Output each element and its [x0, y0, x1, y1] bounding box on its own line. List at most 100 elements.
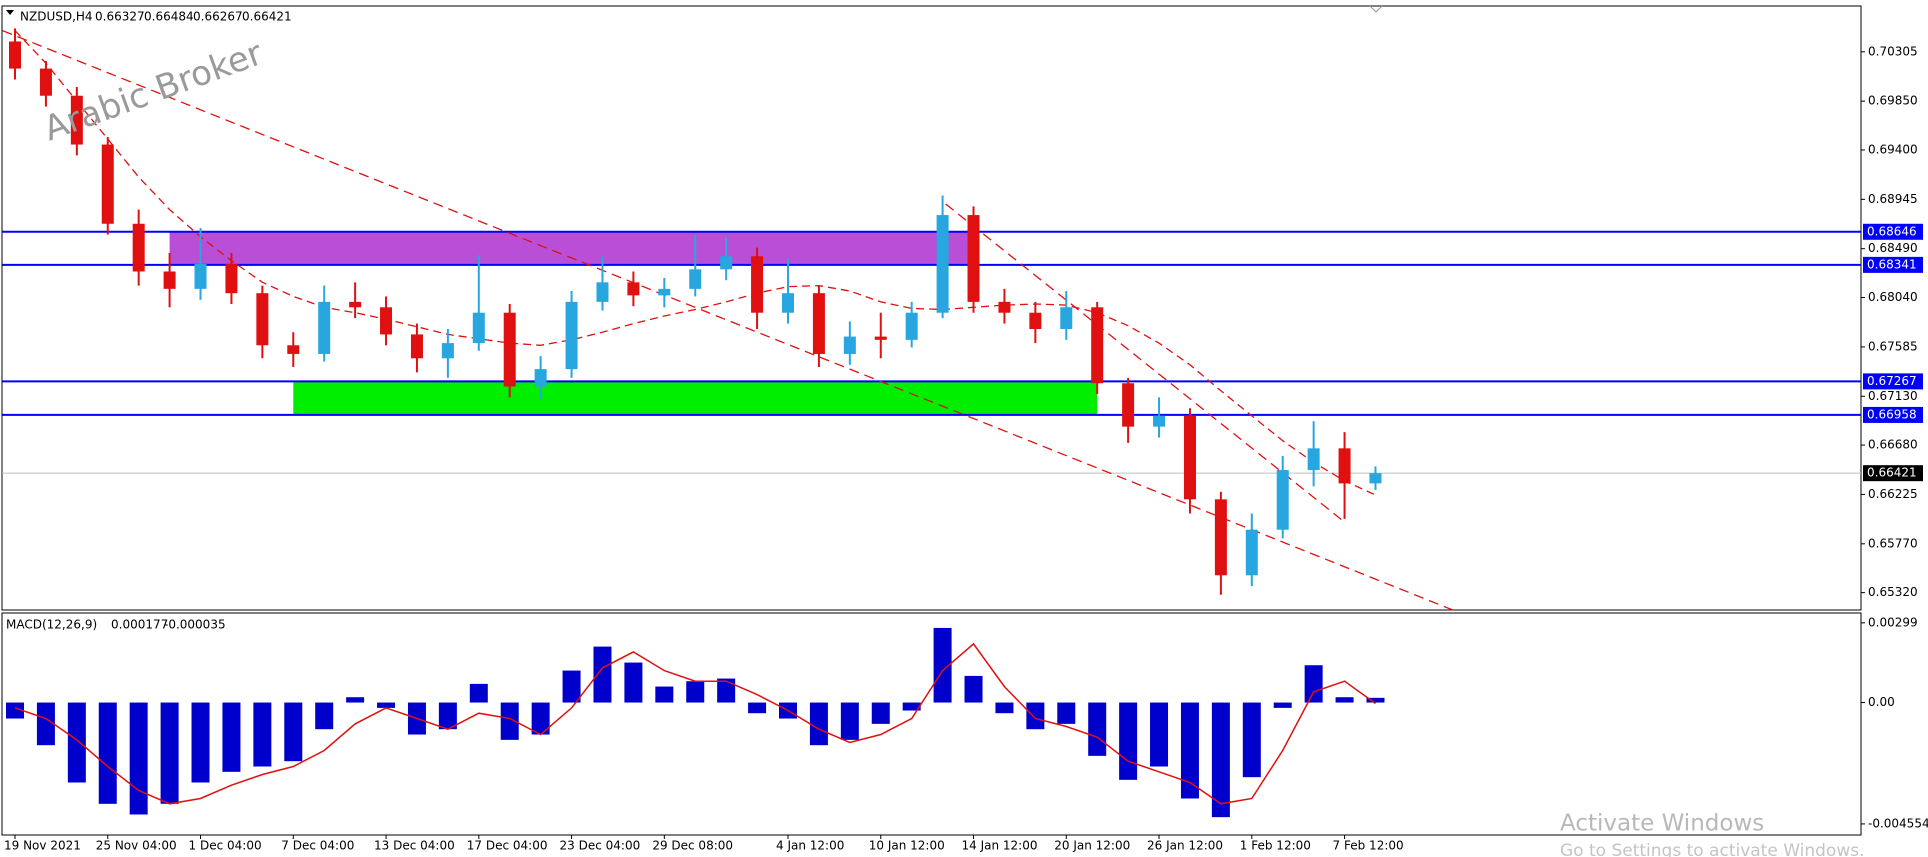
candle-body — [132, 223, 145, 272]
candle-body — [1122, 383, 1135, 427]
macd-bar — [1119, 702, 1138, 780]
scroll-marker — [1369, 5, 1383, 13]
y-tick-label: 0.65320 — [1868, 585, 1918, 599]
macd — [6, 627, 1385, 818]
macd-bar — [315, 702, 334, 730]
lines — [2, 30, 1861, 611]
level-label: 0.66958 — [1867, 407, 1917, 421]
candle-body — [565, 301, 578, 370]
y-tick-label: 0.69400 — [1868, 142, 1918, 156]
candle-body — [658, 288, 671, 296]
candle-body — [1060, 307, 1073, 329]
candle-body — [410, 334, 423, 359]
y-tick-label: 0.68490 — [1868, 241, 1918, 255]
x-tick-label: 1 Dec 04:00 — [189, 839, 262, 853]
level-label: 0.68341 — [1867, 257, 1917, 271]
x-tick-label: 26 Jan 12:00 — [1147, 839, 1223, 853]
macd-bar — [1150, 702, 1169, 767]
macd-bar — [6, 702, 24, 719]
candles — [9, 28, 1382, 595]
candle-body — [1369, 473, 1382, 484]
macd-bar — [1026, 702, 1045, 730]
y-tick-label: 0.67585 — [1868, 339, 1918, 353]
candle-body — [349, 301, 362, 308]
macd-bar — [717, 678, 736, 703]
candle-body — [843, 336, 856, 354]
macd-bar — [160, 702, 179, 804]
y-tick-label: 0.68945 — [1868, 192, 1918, 206]
macd-bar — [531, 702, 550, 735]
candle-body — [472, 312, 485, 344]
candle-body — [627, 282, 640, 296]
header-high: 0.66484 — [144, 10, 194, 24]
macd-panel — [1, 612, 1862, 836]
header-open: 0.66327 — [95, 10, 145, 24]
macd-signal-line — [14, 642, 1376, 805]
x-tick-label: 20 Jan 12:00 — [1054, 839, 1130, 853]
moving-average — [14, 30, 1376, 496]
header-close: 0.66421 — [242, 10, 292, 24]
candle-body — [9, 41, 21, 69]
candle-body — [503, 312, 516, 387]
x-tick-label: 7 Feb 12:00 — [1333, 839, 1404, 853]
macd-signal: -0.000035 — [164, 618, 226, 632]
trendline — [945, 203, 1342, 521]
macd-bar — [1057, 702, 1076, 724]
activation-title: Activate Windows — [1560, 811, 1764, 837]
menu-arrow[interactable] — [6, 10, 14, 15]
macd-bar — [500, 702, 519, 740]
macd-title: MACD(12,26,9) — [6, 618, 97, 632]
candle-body — [1029, 312, 1042, 329]
macd-bar — [253, 702, 272, 767]
macd-bar — [1273, 702, 1292, 708]
macd-bar — [748, 702, 767, 714]
candle-body — [39, 68, 52, 96]
macd-bar — [933, 627, 952, 703]
y-tick-label: 0.68040 — [1868, 290, 1918, 304]
candle-body — [1338, 448, 1351, 484]
level-tag — [1863, 256, 1923, 273]
macd-bar — [902, 702, 921, 711]
x-tick-label: 23 Dec 04:00 — [560, 839, 641, 853]
macd-bar — [98, 702, 117, 804]
macd-bar — [1366, 697, 1385, 703]
candle-body — [256, 293, 269, 346]
candle-body — [194, 263, 207, 289]
macd-bar — [1335, 697, 1354, 703]
candle-body — [596, 282, 609, 302]
level-tag — [1863, 406, 1923, 423]
candle-body — [998, 301, 1011, 313]
candle-body — [101, 144, 114, 224]
current-price-label: 0.66421 — [1867, 466, 1917, 480]
macd-y-tick-label: 0.00 — [1868, 695, 1895, 709]
trendline — [2, 30, 1454, 611]
candle-body — [1214, 499, 1227, 576]
candle-body — [905, 312, 918, 340]
level-label: 0.68646 — [1867, 224, 1917, 238]
x-tick-label: 7 Dec 04:00 — [281, 839, 354, 853]
x-tick-label: 19 Nov 2021 — [4, 839, 81, 853]
candle-body — [874, 336, 887, 340]
candle-body — [225, 263, 238, 294]
candle-body — [1153, 415, 1166, 427]
macd-bar — [686, 681, 705, 703]
candle-body — [751, 256, 764, 313]
zone — [293, 381, 1098, 415]
candle-body — [287, 345, 300, 354]
macd-bar — [964, 675, 983, 703]
axes: 0.70305 0.69850 0.69400 0.68945 0.68490 0.680… — [4, 44, 1928, 852]
candle-body — [380, 307, 393, 335]
candle-body — [936, 215, 949, 313]
candle-body — [534, 369, 547, 387]
candle-body — [1245, 529, 1258, 576]
zones — [169, 231, 1098, 415]
macd-bar — [191, 702, 210, 783]
macd-y-tick-label: -0.004554 — [1868, 816, 1928, 830]
activation-hint: Go to Settings to activate Windows. — [1560, 841, 1865, 857]
macd-bar — [1242, 702, 1261, 778]
y-tick-label: 0.67130 — [1868, 389, 1918, 403]
macd-bar — [809, 702, 828, 746]
macd-bar — [377, 702, 396, 708]
macd-bar — [284, 702, 303, 762]
